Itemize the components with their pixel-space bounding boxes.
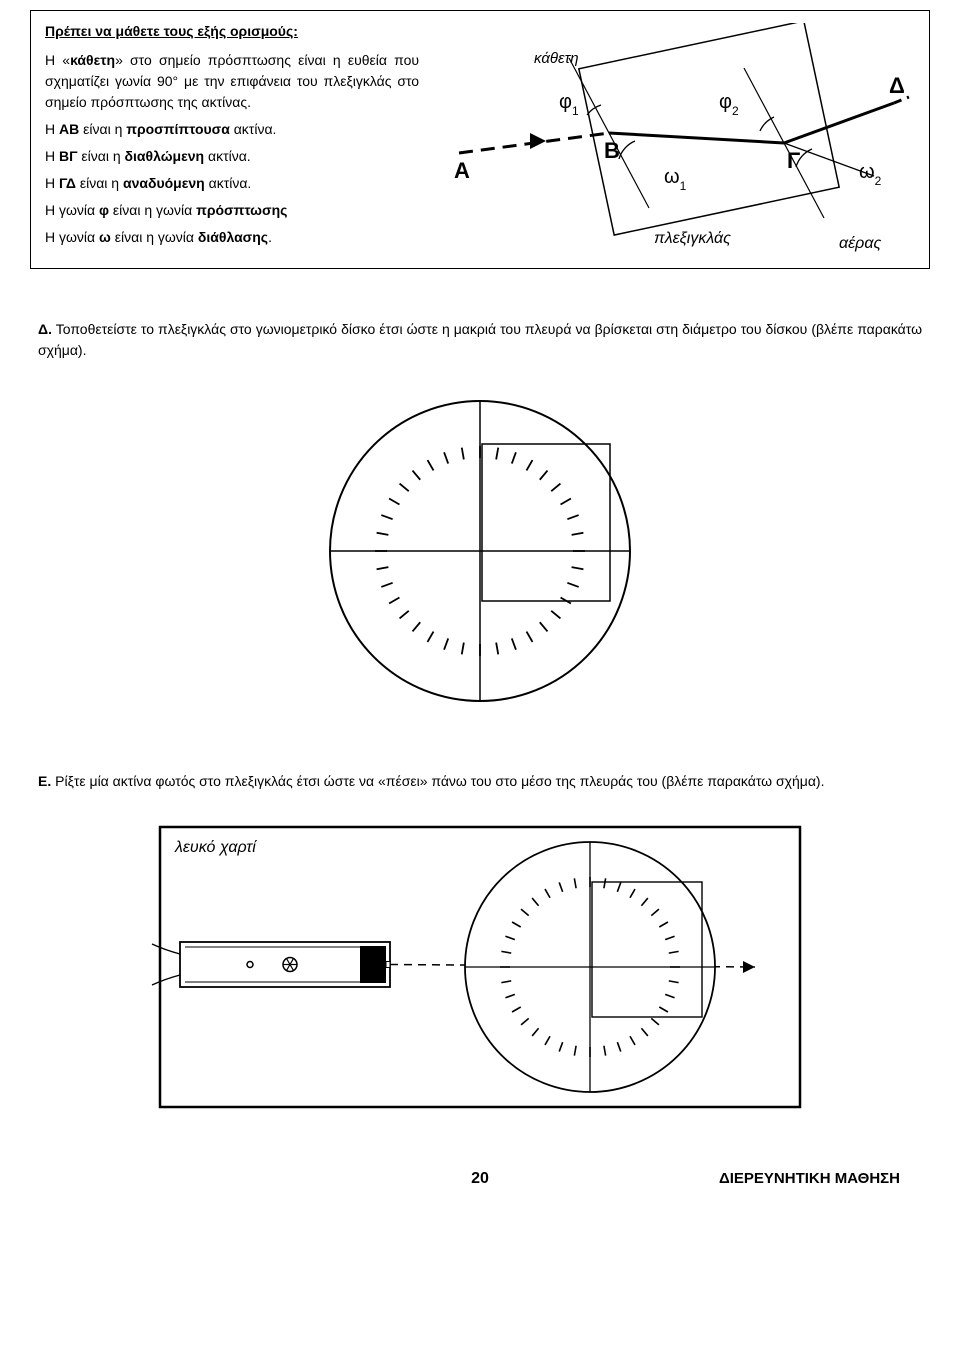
def-p2-a: Η xyxy=(45,121,59,137)
def-p6: Η γωνία ω είναι η γωνία διάθλασης. xyxy=(45,227,419,248)
section-e-text: Ρίξτε μία ακτίνα φωτός στο πλεξιγκλάς έτ… xyxy=(55,773,824,789)
definitions-title: Πρέπει να μάθετε τους εξής ορισμούς: xyxy=(45,21,419,42)
svg-text:λευκό χαρτί: λευκό χαρτί xyxy=(174,839,257,856)
def-p2: Η ΑΒ είναι η προσπίπτουσα ακτίνα. xyxy=(45,119,419,140)
svg-text:ω1: ω1 xyxy=(664,166,687,193)
svg-text:Γ: Γ xyxy=(787,148,800,173)
def-p5-d: πρόσπτωσης xyxy=(196,202,287,218)
svg-text:Β: Β xyxy=(604,138,620,163)
goniometer-figure-wrap xyxy=(30,391,930,711)
def-p6-c: είναι η γωνία xyxy=(111,229,198,245)
def-p3-a: Η xyxy=(45,148,59,164)
def-p2-b: ΑΒ xyxy=(59,121,79,137)
def-p6-a: Η γωνία xyxy=(45,229,99,245)
def-p5-b: φ xyxy=(99,202,109,218)
section-d-text: Τοποθετείστε το πλεξιγκλάς στο γωνιομετρ… xyxy=(38,321,922,358)
svg-text:πλεξιγκλάς: πλεξιγκλάς xyxy=(654,230,731,247)
def-p4-b: ΓΔ xyxy=(59,175,76,191)
def-p4-d: αναδυόμενη xyxy=(123,175,205,191)
def-p4-c: είναι η xyxy=(76,175,123,191)
svg-text:Δ: Δ xyxy=(889,73,905,98)
def-p4: Η ΓΔ είναι η αναδυόμενη ακτίνα. xyxy=(45,173,419,194)
def-p1: Η «κάθετη» στο σημείο πρόσπτωσης είναι η… xyxy=(45,50,419,113)
def-p6-d: διάθλασης xyxy=(198,229,268,245)
svg-text:ω2: ω2 xyxy=(859,161,882,188)
svg-text:Α: Α xyxy=(454,158,470,183)
def-p5-a: Η γωνία xyxy=(45,202,99,218)
svg-text:φ2: φ2 xyxy=(719,91,739,118)
definitions-text: Πρέπει να μάθετε τους εξής ορισμούς: Η «… xyxy=(45,21,419,254)
svg-text:κάθετη: κάθετη xyxy=(534,50,579,67)
def-p1-a: Η « xyxy=(45,52,70,68)
def-p2-e: ακτίνα. xyxy=(230,121,277,137)
refraction-figure: κάθετη φ1 φ2 ω1 ω2 Α Β Γ Δπλεξιγκλάς αέρας xyxy=(439,21,919,254)
def-p1-b: κάθετη xyxy=(70,52,115,68)
svg-text:φ1: φ1 xyxy=(559,91,579,118)
page-footer: 20 ΔΙΕΡΕΥΝΗΤΙΚΗ ΜΑΘΗΣΗ xyxy=(30,1167,930,1191)
section-e: Ε. Ρίξτε μία ακτίνα φωτός στο πλεξιγκλάς… xyxy=(30,771,930,792)
def-p3-c: είναι η xyxy=(78,148,125,164)
def-p4-e: ακτίνα. xyxy=(205,175,252,191)
def-p5: Η γωνία φ είναι η γωνία πρόσπτωσης xyxy=(45,200,419,221)
goniometer-diagram xyxy=(320,391,640,711)
section-d: Δ. Τοποθετείστε το πλεξιγκλάς στο γωνιομ… xyxy=(30,319,930,361)
section-e-lead: Ε. xyxy=(38,773,51,789)
section-d-lead: Δ. xyxy=(38,321,52,337)
def-p2-d: προσπίπτουσα xyxy=(126,121,230,137)
def-p3-b: ΒΓ xyxy=(59,148,78,164)
def-p5-c: είναι η γωνία xyxy=(109,202,196,218)
def-p3-e: ακτίνα. xyxy=(204,148,251,164)
definitions-box-inner: Πρέπει να μάθετε τους εξής ορισμούς: Η «… xyxy=(45,21,915,254)
definitions-box: Πρέπει να μάθετε τους εξής ορισμούς: Η «… xyxy=(30,10,930,269)
def-p2-c: είναι η xyxy=(79,121,126,137)
def-p3: Η ΒΓ είναι η διαθλώμενη ακτίνα. xyxy=(45,146,419,167)
def-p4-a: Η xyxy=(45,175,59,191)
footer-title: ΔΙΕΡΕΥΝΗΤΙΚΗ ΜΑΘΗΣΗ xyxy=(620,1168,900,1191)
setup-figure-wrap: λευκό χαρτί xyxy=(30,817,930,1117)
page-number: 20 xyxy=(340,1167,620,1191)
setup-diagram: λευκό χαρτί xyxy=(150,817,810,1117)
def-p6-e: . xyxy=(268,229,272,245)
svg-text:αέρας: αέρας xyxy=(839,235,881,252)
def-p3-d: διαθλώμενη xyxy=(125,148,205,164)
refraction-diagram: κάθετη φ1 φ2 ω1 ω2 Α Β Γ Δπλεξιγκλάς αέρας xyxy=(439,23,919,253)
def-p6-b: ω xyxy=(99,229,111,245)
